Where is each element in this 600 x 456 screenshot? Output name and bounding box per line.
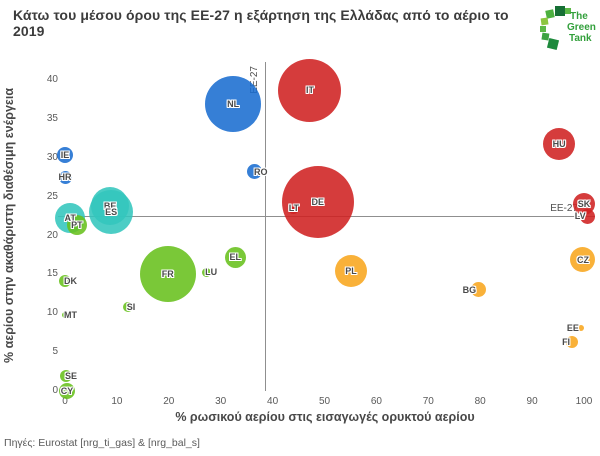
bubble-label-EE: EE <box>566 323 579 334</box>
bubble-HR <box>58 170 72 184</box>
bubble-FR <box>139 246 196 303</box>
bubble-IT <box>278 58 342 122</box>
bubble-label-BG: BG <box>462 284 477 295</box>
bubble-label-CY: CY <box>60 386 74 396</box>
bubble-IE <box>57 146 73 163</box>
bubble-FI <box>566 336 579 349</box>
x-tick-label: 0 <box>62 396 68 407</box>
bubble-PT <box>66 214 87 235</box>
x-tick-label: 70 <box>422 396 434 407</box>
y-tick-label: 10 <box>46 307 58 319</box>
svg-text:Green: Green <box>567 22 596 33</box>
bubble-label-HR: HR <box>58 172 72 183</box>
bubble-label-CZ: CZ <box>576 254 589 265</box>
bubble-LU <box>201 267 211 277</box>
y-tick-label: 30 <box>46 151 58 163</box>
x-tick-label: 30 <box>215 396 227 407</box>
bubble-DK <box>59 275 71 288</box>
bubble-EL <box>224 246 246 268</box>
x-tick-label: 20 <box>163 396 175 407</box>
bubble-label-SK: SK <box>577 199 591 210</box>
x-tick-label: 80 <box>474 396 486 407</box>
chart-title: Κάτω του μέσου όρου της ΕΕ-27 η εξάρτηση… <box>13 7 509 39</box>
y-tick-label: 25 <box>46 190 58 202</box>
bubble-NL <box>205 76 262 133</box>
source-note: Πηγές: Eurostat [nrg_ti_gas] & [nrg_bal_… <box>4 437 200 449</box>
bubble-EE <box>577 325 584 332</box>
bubble-LT <box>288 202 300 214</box>
bubble-label-IE: IE <box>60 149 70 160</box>
green-tank-logo: The Green Tank <box>540 6 596 51</box>
bubble-label-PT: PT <box>71 219 83 230</box>
bubble-label-FI: FI <box>562 337 571 348</box>
bubble-PL <box>334 255 367 288</box>
bubble-LV <box>580 208 596 224</box>
bubble-label-BE: BE <box>103 200 117 211</box>
bubble-label-LT: LT <box>288 203 300 214</box>
bubble-label-DK: DK <box>64 276 77 287</box>
x-tick-label: 100 <box>575 396 593 407</box>
bubble-label-AT: AT <box>64 212 76 223</box>
x-axis-title: % ρωσικού αερίου στις εισαγωγές ορυκτού … <box>175 410 475 424</box>
bubble-label-LU: LU <box>205 267 218 278</box>
svg-text:Tank: Tank <box>569 33 592 44</box>
x-tick-label: 60 <box>370 396 382 407</box>
x-tick-label: 10 <box>111 396 123 407</box>
bubble-BE <box>91 186 130 225</box>
x-tick-label: 50 <box>318 396 331 407</box>
bubble-CZ <box>570 247 596 273</box>
bubble-BG <box>470 282 486 298</box>
bubble-HU <box>543 127 576 160</box>
bubble-label-SI: SI <box>126 302 136 313</box>
bubble-label-MT: MT <box>64 309 77 320</box>
y-tick-label: 5 <box>52 346 58 358</box>
bubble-label-LV: LV <box>574 211 586 222</box>
eu27-horizontal-line-label: EE-27 <box>550 203 578 215</box>
bubble-CY <box>59 383 76 399</box>
y-tick-label: 0 <box>52 385 58 396</box>
x-tick-label: 40 <box>267 396 279 407</box>
bubble-label-RO: RO <box>253 166 268 177</box>
y-tick-label: 20 <box>46 229 58 241</box>
logo-squares-icon <box>540 6 571 51</box>
bubble-MT <box>62 311 68 318</box>
bubble-label-HU: HU <box>552 138 566 149</box>
bubble-label-DE: DE <box>311 197 325 208</box>
bubble-label-EL: EL <box>229 252 241 263</box>
bubble-label-NL: NL <box>227 99 240 110</box>
logo-text: The Green Tank <box>567 11 596 44</box>
y-tick-label: 15 <box>46 268 58 280</box>
bubble-label-SE: SE <box>65 371 78 382</box>
bubble-label-PL: PL <box>345 266 357 277</box>
y-tick-label: 35 <box>46 112 58 124</box>
bubble-RO <box>247 164 263 180</box>
bubble-label-ES: ES <box>105 207 118 218</box>
bubble-label-IT: IT <box>305 85 314 96</box>
svg-text:The: The <box>570 11 588 22</box>
bubble-label-FR: FR <box>161 269 174 280</box>
y-axis-title: % αερίου στην ακαθάριστη διαθέσιμη ενέργ… <box>2 88 16 364</box>
eu27-vertical-line <box>264 62 266 391</box>
y-tick-label: 40 <box>46 74 58 85</box>
bubble-SI <box>122 302 133 313</box>
bubble-SE <box>60 370 73 383</box>
bubble-DE <box>281 166 354 239</box>
x-tick-label: 90 <box>526 396 538 407</box>
